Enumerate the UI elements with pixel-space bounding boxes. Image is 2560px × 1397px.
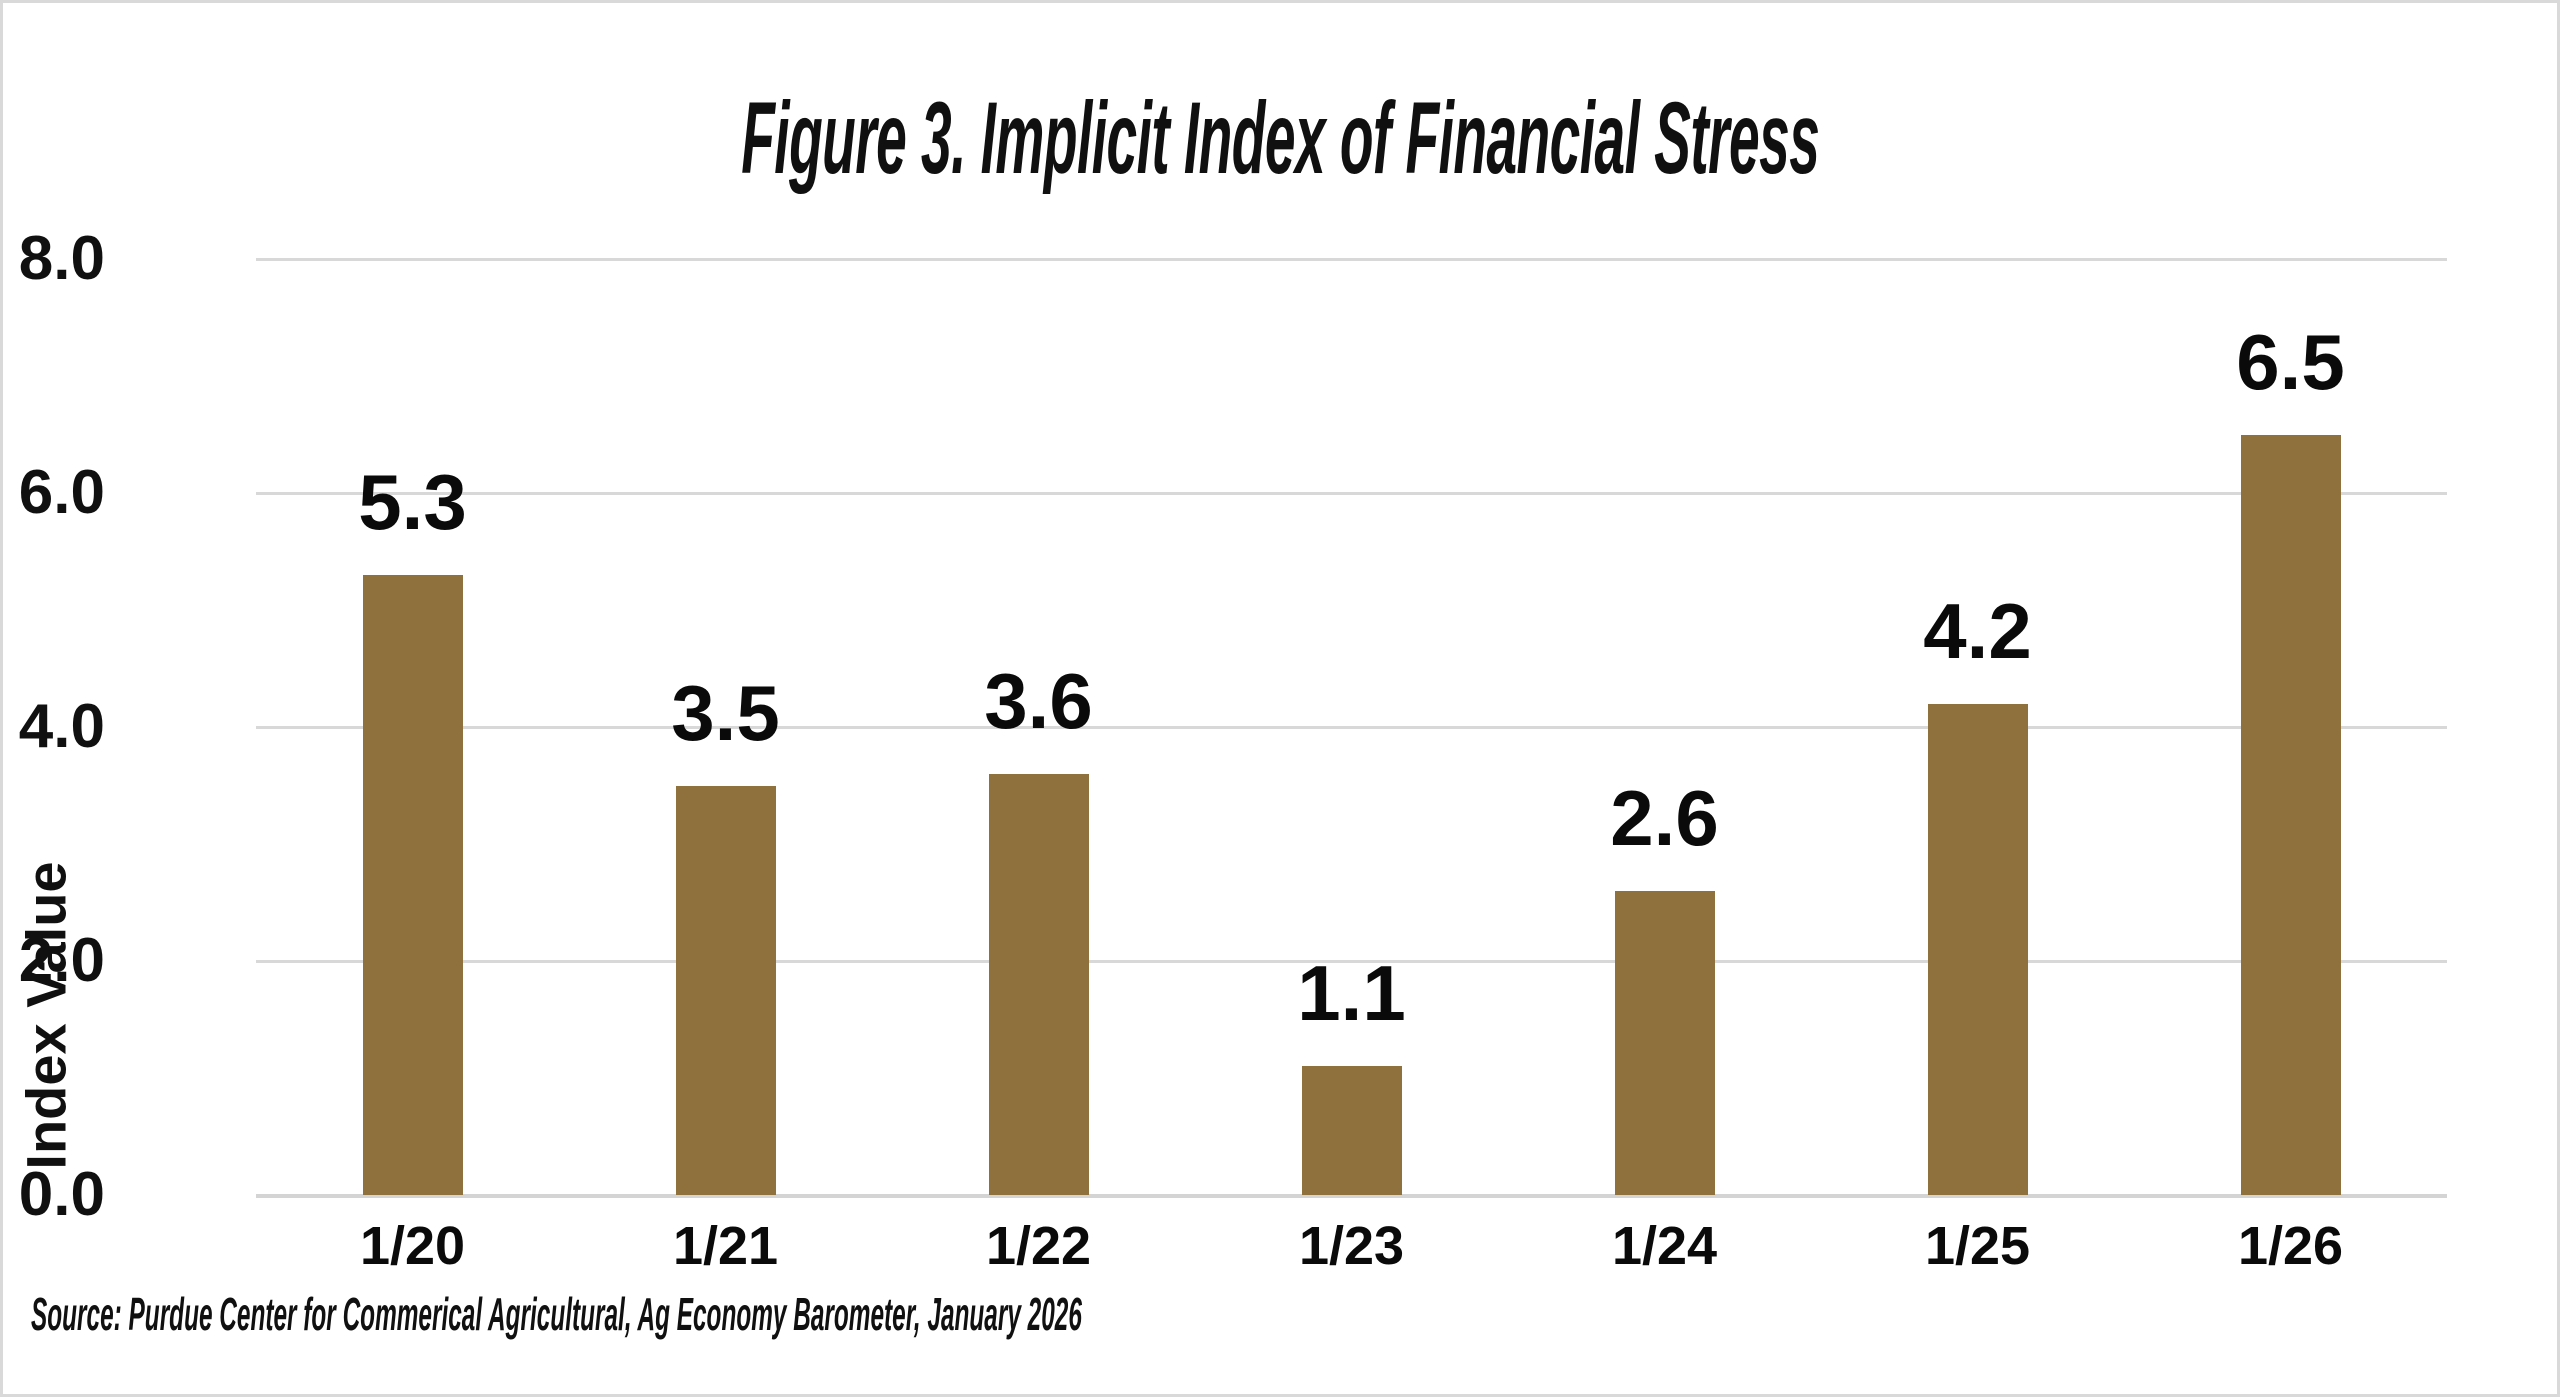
gridline [256,1194,2447,1198]
y-tick-label: 2.0 [18,926,105,995]
bar-slot: 4.2 1/25 [1821,259,2134,1273]
bar-value-label: 2.6 [1610,773,1719,862]
x-tick-label: 1/24 [1611,1216,1718,1276]
x-tick-label: 1/23 [1298,1216,1405,1276]
y-tick-label: 4.0 [18,692,105,761]
bar-slot: 2.6 1/24 [1508,259,1821,1273]
bar [362,574,463,1195]
bar [1301,1066,1402,1195]
source-note: Source: Purdue Center for Commerical Agr… [31,1291,2014,1337]
bar [2240,434,2341,1195]
gridline [256,492,2447,495]
y-tick-label: 6.0 [18,458,105,527]
bar-value-label: 3.6 [984,656,1093,745]
bar-value-label: 1.1 [1297,949,1406,1038]
bar-value-label: 3.5 [671,668,780,757]
y-tick-label: 0.0 [18,1160,105,1229]
bar-slot: 6.5 1/26 [2134,259,2447,1274]
chart-title: Figure 3. Implicit Index of Financial St… [3,87,2557,189]
bar-slot: 5.3 1/20 [256,259,569,1273]
bar-slot: 1.1 1/23 [1195,259,1508,1273]
gridline [256,960,2447,963]
bar [1614,890,1715,1195]
x-tick-label: 1/21 [672,1216,779,1276]
y-tick-label: 8.0 [18,224,105,293]
x-tick-label: 1/25 [1924,1216,2031,1276]
chart-title-text: Figure 3. Implicit Index of Financial St… [740,81,1820,195]
bar [988,773,1089,1195]
x-tick-label: 1/20 [359,1216,466,1276]
bar-value-label: 5.3 [358,457,467,546]
bar-value-label: 4.2 [1923,586,2032,675]
x-tick-label: 1/22 [985,1216,1092,1276]
x-tick-label: 1/26 [2237,1216,2344,1276]
bar-slot: 3.6 1/22 [882,259,1195,1273]
bar-slot: 3.5 1/21 [569,259,882,1274]
bar-value-label: 6.5 [2236,317,2345,406]
bar [675,785,776,1195]
plot-area: Index Value 0.0 2.0 4.0 6.0 8.0 5.3 1/20 3.5 1/… [15,228,2447,1274]
gridline [256,726,2447,729]
bar [1927,703,2028,1195]
gridline [256,258,2447,261]
source-note-text: Source: Purdue Center for Commerical Agr… [31,1288,1082,1340]
